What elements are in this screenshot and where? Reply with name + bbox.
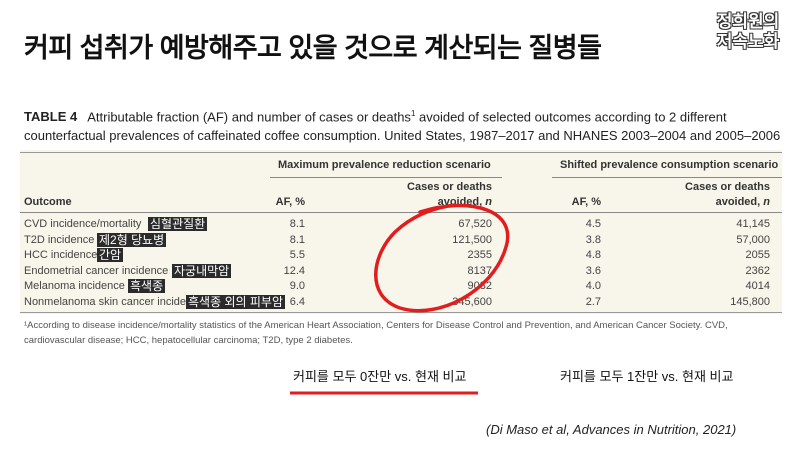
cell: 145,800 xyxy=(730,295,770,308)
rule xyxy=(270,177,502,178)
column-header-part: n xyxy=(763,196,770,208)
outcome: Endometrial cancer incidence xyxy=(24,264,169,277)
korean-label: 흑색종 xyxy=(128,279,166,293)
rule xyxy=(20,312,782,313)
outcome: HCC incidence xyxy=(24,249,98,261)
group-header: Maximum prevalence reduction scenario xyxy=(278,159,491,171)
korean-label: 간암 xyxy=(97,248,124,262)
footnote-ref: 1 xyxy=(410,109,416,118)
cell: 4014 xyxy=(745,280,770,292)
cell: 8.1 xyxy=(289,218,305,230)
outcome: Melanoma incidence xyxy=(24,280,125,292)
cell: 4.0 xyxy=(585,280,601,292)
column-header: Cases or deaths xyxy=(407,181,492,193)
korean-label: 제2형 당뇨병 xyxy=(97,232,167,247)
korean-label: 자궁내막암 xyxy=(172,263,232,278)
logo-line: 저속노화 xyxy=(716,32,780,51)
table-label: TABLE 4 xyxy=(24,109,78,125)
cell: 3.8 xyxy=(585,233,601,246)
column-header: Cases or deaths xyxy=(685,181,770,193)
column-header: AF, % xyxy=(571,196,601,208)
cell: 2362 xyxy=(745,264,770,277)
cell: 2055 xyxy=(745,249,770,261)
cell: 41,145 xyxy=(736,218,770,230)
cell: 2355 xyxy=(467,249,492,261)
slide-title: 커피 섭취가 예방해주고 있을 것으로 계산되는 질병들 xyxy=(24,33,602,63)
caption-text: avoided of selected outcomes according t… xyxy=(24,109,781,144)
cell: 6.4 xyxy=(289,295,305,308)
column-header: avoided, n xyxy=(650,196,770,208)
cell: 5.5 xyxy=(289,249,305,261)
cell: 2.7 xyxy=(585,295,601,308)
footnote: cardiovascular disease; HCC, hepatocellu… xyxy=(24,335,353,346)
column-header-part: n xyxy=(485,196,492,208)
outcome: CVD incidence/mortality xyxy=(24,218,142,230)
logo: 정희원의 저속노화 xyxy=(710,12,786,52)
outcome: Nonmelanoma skin cancer incidence xyxy=(24,295,204,308)
cell: 121,500 xyxy=(452,233,492,246)
caption-text: Attributable fraction (AF) and number of… xyxy=(87,109,411,125)
hand-drawn-circle xyxy=(374,203,510,313)
cell: 57,000 xyxy=(736,233,770,246)
cell: 3.6 xyxy=(585,264,601,277)
column-header: Outcome xyxy=(24,196,72,208)
column-header: AF, % xyxy=(275,196,305,208)
logo-line: 정희원의 xyxy=(716,12,780,31)
cell: 67,520 xyxy=(458,218,492,230)
cell: 8.1 xyxy=(289,233,305,246)
outcome: T2D incidence xyxy=(24,233,95,246)
cell: 9.0 xyxy=(289,280,305,292)
column-header-part: avoided, xyxy=(715,196,761,208)
cell: 4.8 xyxy=(585,249,601,261)
scenario-note: 커피를 모두 0잔만 vs. 현재 비교 xyxy=(293,369,467,384)
rule xyxy=(20,212,782,213)
scenario-note: 커피를 모두 1잔만 vs. 현재 비교 xyxy=(560,369,734,384)
table-caption: TABLE 4 Attributable fraction (AF) and nu… xyxy=(24,104,784,145)
cell: 12.4 xyxy=(283,264,305,277)
korean-label: 흑색종 외의 피부암 xyxy=(186,294,285,309)
rule xyxy=(552,177,782,178)
footnote: ¹According to disease incidence/mortalit… xyxy=(24,320,728,331)
cell: 4.5 xyxy=(585,218,601,230)
group-header: Shifted prevalence consumption scenario xyxy=(560,159,779,171)
citation: (Di Maso et al, Advances in Nutrition, 2… xyxy=(486,422,737,437)
cell: 8137 xyxy=(467,264,492,277)
rule xyxy=(20,152,782,153)
korean-label: 심혈관질환 xyxy=(148,217,208,231)
